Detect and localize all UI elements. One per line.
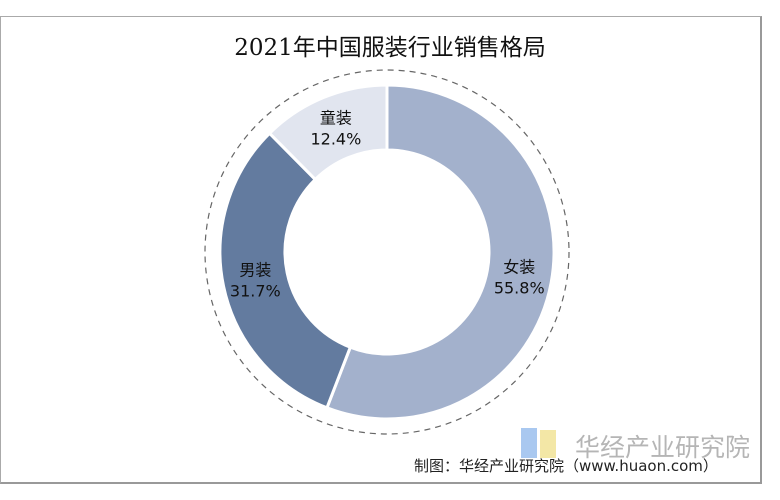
source-note: 制图：华经产业研究院（www.huaon.com） <box>414 457 718 475</box>
slice-value-label: 31.7% <box>230 282 281 301</box>
slice-label: 童装 <box>320 109 352 128</box>
logo-icon-part <box>540 430 556 458</box>
slice-label: 女装 <box>503 258 535 277</box>
watermark: 华经产业研究院 <box>575 433 751 462</box>
chart-title: 2021年中国服装行业销售格局 <box>234 35 546 61</box>
slice-1 <box>218 131 353 410</box>
logo-icon <box>521 428 537 458</box>
slice-value-label: 12.4% <box>310 130 361 149</box>
dashed-ring <box>204 69 570 435</box>
slice-2 <box>267 83 389 182</box>
slice-label: 男装 <box>239 261 271 280</box>
slice-value-label: 55.8% <box>494 279 545 298</box>
chart-frame <box>0 16 762 484</box>
slice-0 <box>324 83 556 421</box>
